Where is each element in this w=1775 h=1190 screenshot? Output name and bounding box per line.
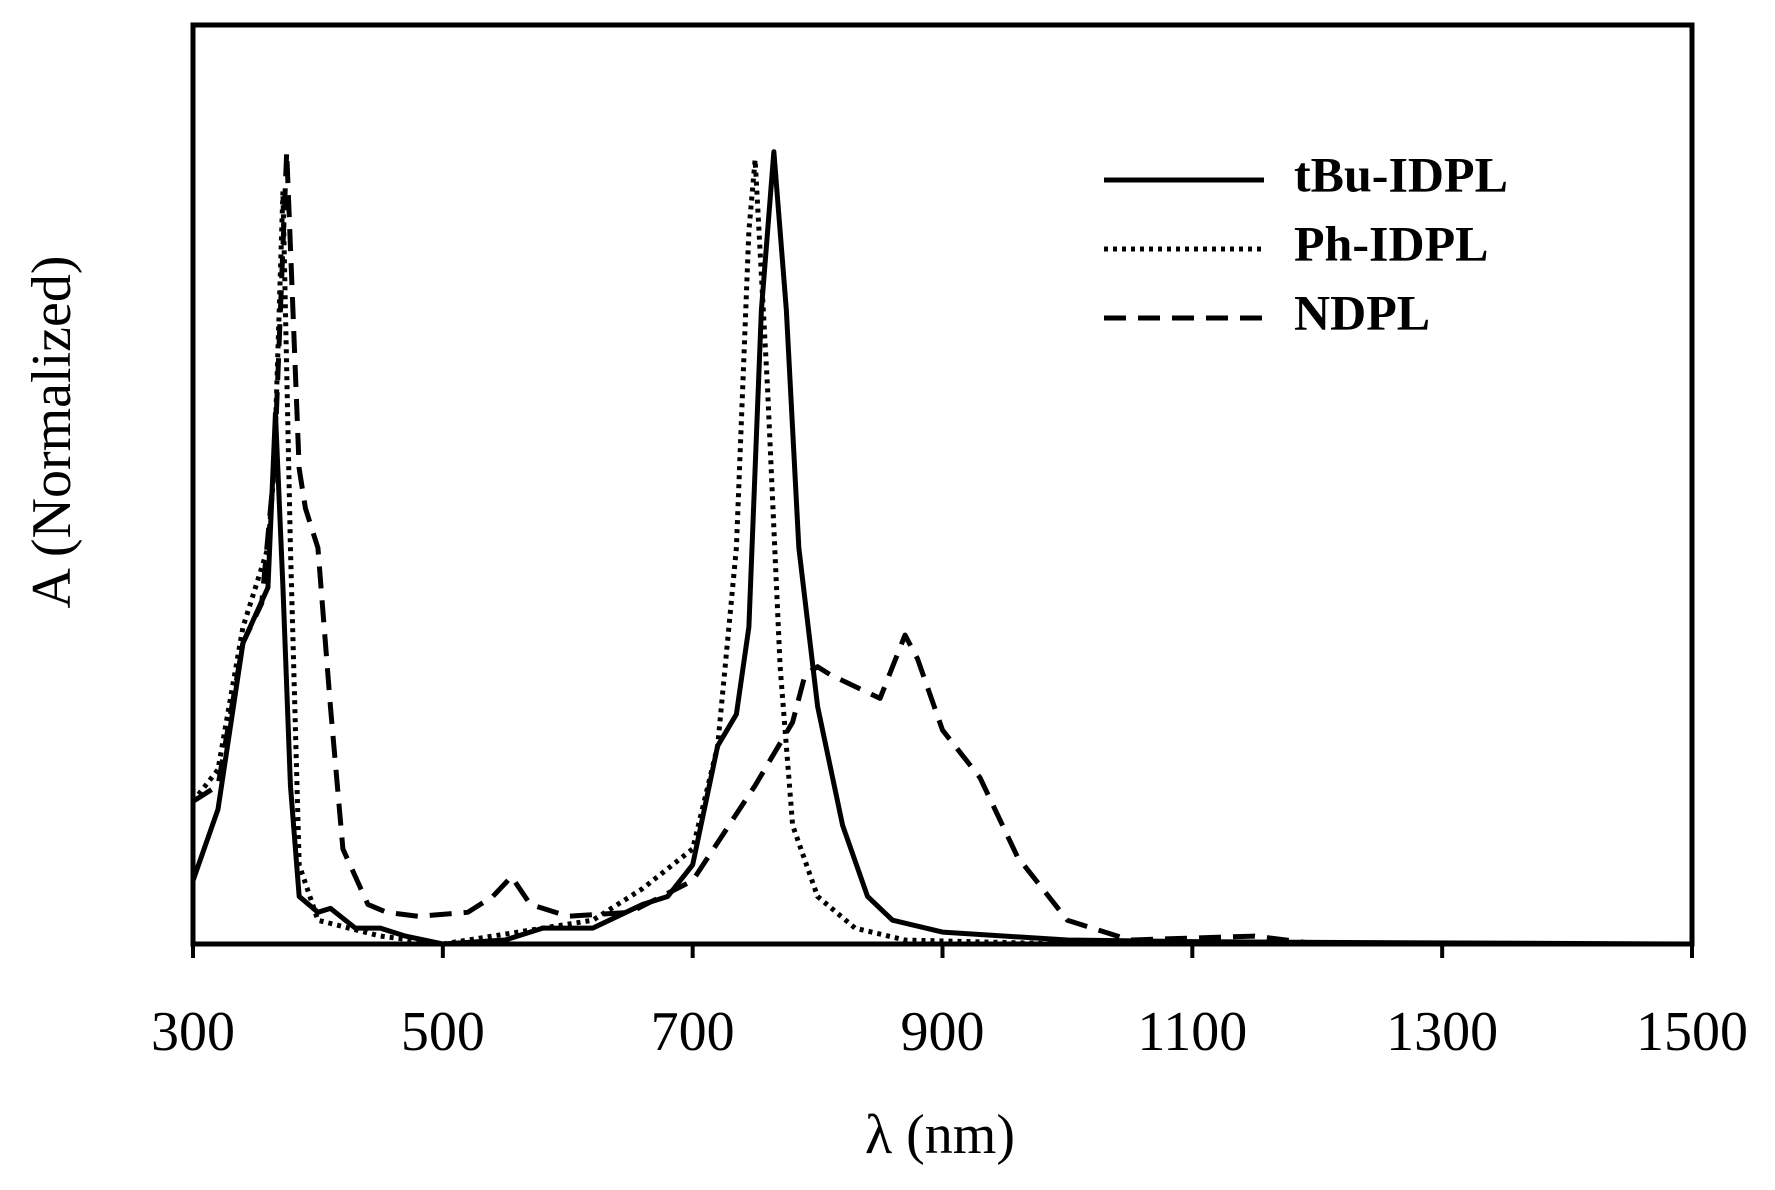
x-tick-label: 1500: [1636, 1001, 1748, 1063]
legend-label: Ph-IDPL: [1294, 215, 1488, 271]
x-tick-label: 900: [901, 1001, 985, 1063]
x-tick-label: 300: [151, 1001, 235, 1063]
series-line: [191, 157, 1692, 947]
plot-frame: [190, 22, 1695, 947]
y-axis-label: A (Normalized): [21, 256, 83, 609]
legend-label: tBu-IDPL: [1294, 146, 1508, 202]
series-line: [191, 149, 1692, 947]
x-tick-label: 1100: [1137, 1001, 1247, 1063]
x-tick-label: 700: [651, 1001, 735, 1063]
x-tick-label: 1300: [1386, 1001, 1498, 1063]
x-axis-label: λ (nm): [865, 1104, 1015, 1166]
x-tick-label: 500: [401, 1001, 485, 1063]
legend-label: NDPL: [1294, 284, 1430, 340]
